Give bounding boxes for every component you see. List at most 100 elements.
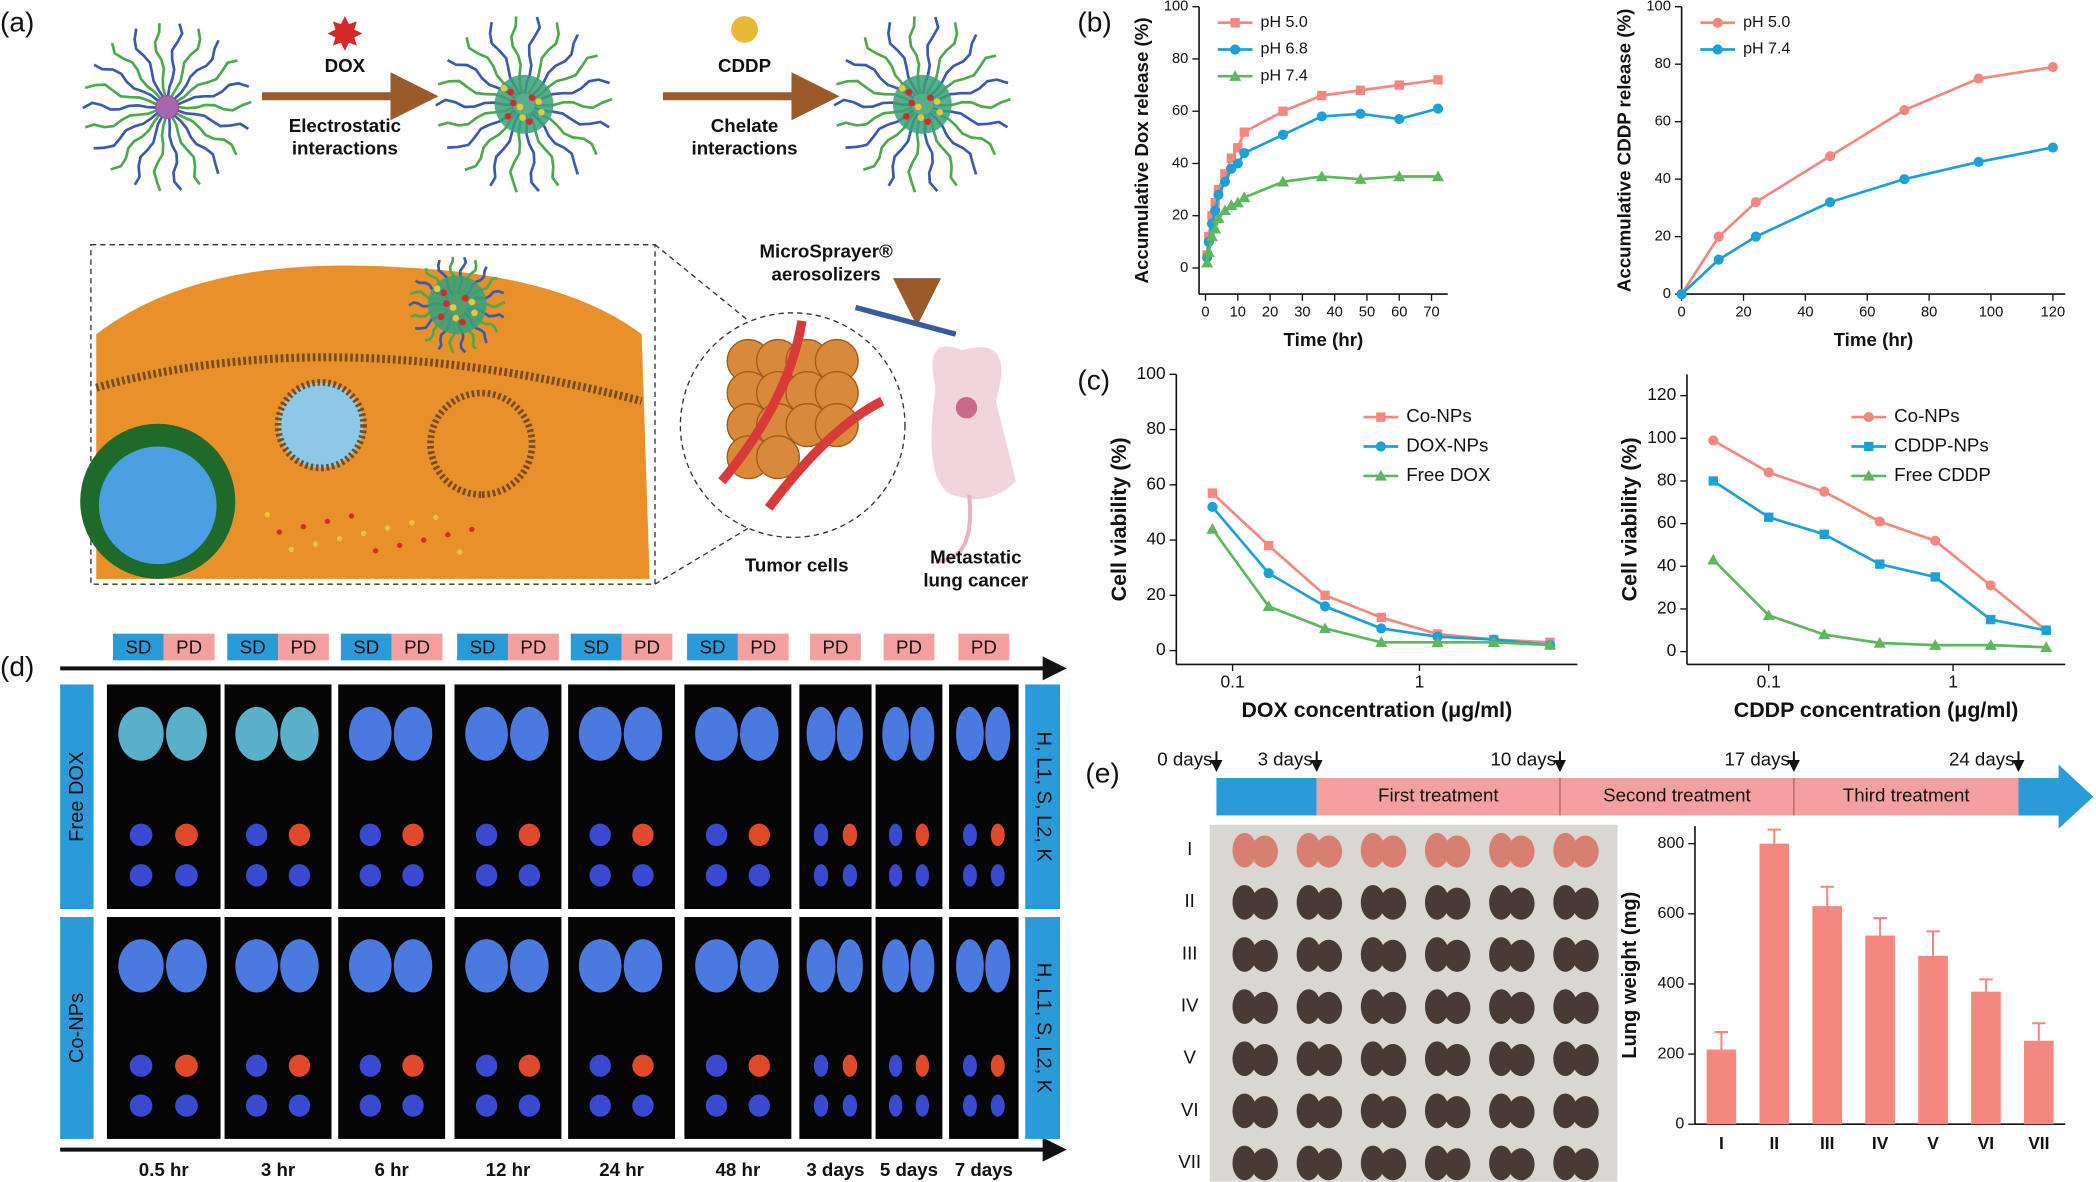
lung (1489, 1093, 1514, 1129)
organ (359, 823, 381, 847)
label: Metastatic (930, 547, 1021, 568)
group-label: IV (1181, 995, 1199, 1016)
marker (1864, 441, 1874, 452)
organ (623, 706, 663, 761)
marker (2047, 142, 2058, 153)
marker (1205, 230, 1218, 242)
organ (882, 706, 909, 761)
stage-badge (112, 633, 164, 661)
organ (623, 939, 663, 993)
organ (990, 823, 1005, 847)
chain (152, 117, 168, 192)
y-tick-label: 20 (1657, 598, 1676, 618)
lung (1489, 989, 1514, 1024)
drug (917, 114, 925, 122)
marker (1973, 73, 1984, 84)
lung (1296, 937, 1321, 972)
vessel (718, 320, 885, 511)
marker (1201, 256, 1214, 268)
legend-label: Free CDDP (1894, 464, 1991, 485)
schematic-labels: DOX Electrostatic interactions CDDP Chel… (289, 55, 1029, 591)
y-tick-label: 20 (1655, 229, 1671, 245)
organ (518, 864, 541, 887)
y-axis-label: Cell viability (%) (1107, 437, 1131, 601)
drug-dot (300, 524, 307, 530)
stage-label: PD (822, 636, 848, 657)
x-tick-label: 120 (2041, 305, 2066, 321)
chain (110, 113, 161, 171)
organ (288, 864, 311, 887)
drug (500, 84, 508, 92)
label: lung cancer (923, 569, 1028, 590)
lung (1379, 991, 1407, 1024)
organ (235, 706, 279, 761)
marker (1226, 153, 1237, 163)
label: Tumor cells (745, 555, 849, 576)
marker (1376, 612, 1386, 623)
drug (449, 304, 457, 311)
error-bar (1873, 917, 1887, 936)
organ (510, 939, 549, 993)
organ (359, 1054, 381, 1077)
stage-badge (810, 633, 861, 661)
drug-dot (433, 514, 439, 521)
marker (1207, 501, 1218, 512)
lung (1360, 937, 1385, 972)
core (892, 74, 952, 134)
series-line (1712, 558, 2047, 649)
organ (245, 823, 268, 847)
y-tick-label: 60 (1655, 114, 1671, 130)
marker (1712, 17, 1723, 28)
y-tick-label: 0 (1667, 640, 1677, 660)
stage-label: SD (470, 636, 496, 657)
group-bar (60, 684, 94, 910)
organ (348, 706, 392, 761)
marker (1713, 231, 1724, 242)
marker (1315, 170, 1328, 182)
lung (1251, 1044, 1278, 1077)
organ (589, 1094, 611, 1117)
lung (1572, 1148, 1599, 1181)
micelle (833, 16, 1011, 193)
drug (924, 118, 932, 126)
time-label: 6 hr (375, 1159, 409, 1180)
organ (518, 1054, 541, 1077)
lung (1232, 989, 1257, 1024)
series-line (1205, 78, 1439, 256)
x-tick-label: 20 (1262, 305, 1278, 321)
organ (359, 864, 381, 887)
marker (1930, 572, 1940, 582)
chain (166, 23, 184, 97)
x-tick-label: 100 (1979, 305, 2004, 321)
day-label: 17 days (1724, 749, 1790, 770)
lung (1232, 1041, 1257, 1077)
organ (910, 706, 935, 761)
legend-label: DOX-NPs (1406, 434, 1488, 455)
lung (1232, 937, 1257, 972)
y-tick-label: 100 (1647, 427, 1676, 447)
lung (1443, 939, 1471, 972)
lung (1251, 1148, 1278, 1181)
marker (1320, 590, 1330, 601)
organ (632, 864, 654, 887)
x-tick-label: II (1769, 1133, 1779, 1153)
y-tick-label: 60 (1146, 473, 1165, 493)
y-tick-label: 0 (1663, 286, 1671, 302)
drug (528, 94, 536, 101)
marker (1232, 158, 1243, 169)
lung (1424, 1145, 1450, 1181)
y-tick-label: 200 (1658, 1044, 1685, 1062)
lung (1315, 1148, 1343, 1181)
lung (1296, 884, 1321, 920)
drug (437, 313, 445, 321)
bar (2023, 1040, 2054, 1125)
marker (1375, 441, 1386, 452)
chain (84, 109, 158, 129)
y-tick-label: 120 (1647, 384, 1676, 404)
lung (1572, 991, 1599, 1024)
marker (1930, 535, 1941, 546)
organ-bar (1025, 917, 1061, 1139)
lung (1251, 835, 1278, 868)
organ (632, 1054, 654, 1077)
